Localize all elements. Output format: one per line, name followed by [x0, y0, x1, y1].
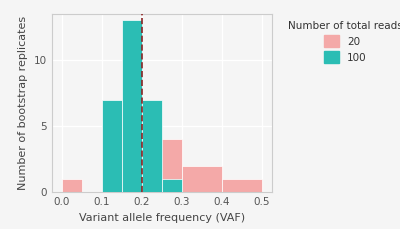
Bar — [122, 20, 142, 192]
Bar — [142, 139, 182, 192]
Bar — [102, 139, 142, 192]
Bar — [162, 179, 182, 192]
Bar — [222, 179, 262, 192]
Legend: 20, 100: 20, 100 — [286, 19, 400, 65]
Bar — [142, 100, 162, 192]
Y-axis label: Number of bootstrap replicates: Number of bootstrap replicates — [18, 16, 28, 190]
Bar — [182, 166, 222, 192]
X-axis label: Variant allele frequency (VAF): Variant allele frequency (VAF) — [79, 213, 245, 223]
Bar — [102, 100, 122, 192]
Bar — [62, 179, 82, 192]
